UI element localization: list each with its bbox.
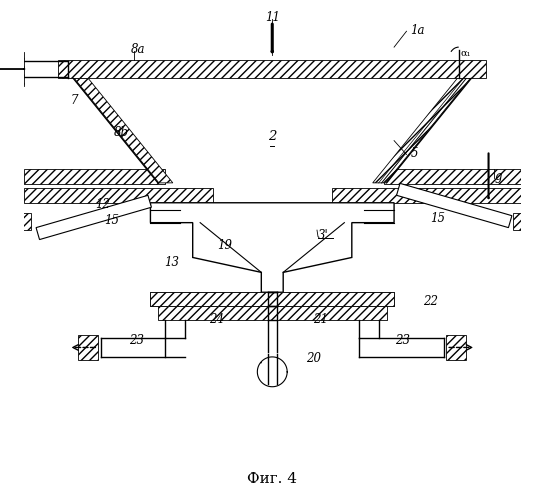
Polygon shape — [150, 203, 394, 292]
Polygon shape — [36, 196, 151, 240]
Text: 15: 15 — [430, 212, 445, 225]
Text: 1a: 1a — [410, 24, 425, 36]
Bar — [150, 292, 394, 306]
Bar — [332, 188, 521, 203]
Text: 20: 20 — [306, 352, 321, 365]
Bar — [446, 335, 466, 360]
Text: 13: 13 — [164, 256, 179, 270]
Bar — [513, 212, 537, 230]
Text: 8a: 8a — [130, 43, 145, 56]
Text: 5: 5 — [410, 146, 418, 160]
Text: 22: 22 — [423, 295, 438, 308]
Text: 7: 7 — [70, 94, 78, 108]
Text: 19: 19 — [217, 238, 233, 252]
Text: g: g — [495, 170, 503, 183]
Bar — [78, 335, 98, 360]
Polygon shape — [74, 78, 173, 183]
Bar — [0, 52, 24, 86]
Text: 11: 11 — [265, 11, 280, 24]
Text: 24: 24 — [209, 313, 224, 326]
Text: 12: 12 — [95, 198, 110, 211]
Bar — [150, 292, 394, 306]
Polygon shape — [373, 78, 470, 183]
Text: 15: 15 — [105, 214, 120, 226]
Text: 21: 21 — [313, 313, 328, 326]
Text: Фиг. 4: Фиг. 4 — [247, 472, 297, 486]
Text: 3': 3' — [318, 228, 329, 241]
Bar — [59, 60, 486, 78]
Text: 23: 23 — [395, 334, 410, 347]
Bar — [24, 169, 165, 184]
Text: 2: 2 — [268, 130, 277, 143]
Bar — [384, 169, 521, 184]
Bar — [24, 188, 213, 203]
Bar — [158, 306, 387, 320]
Text: 8b: 8b — [114, 126, 129, 138]
Text: α₁: α₁ — [460, 49, 471, 58]
Text: 23: 23 — [129, 334, 144, 347]
Bar — [6, 212, 31, 230]
Polygon shape — [396, 184, 512, 228]
